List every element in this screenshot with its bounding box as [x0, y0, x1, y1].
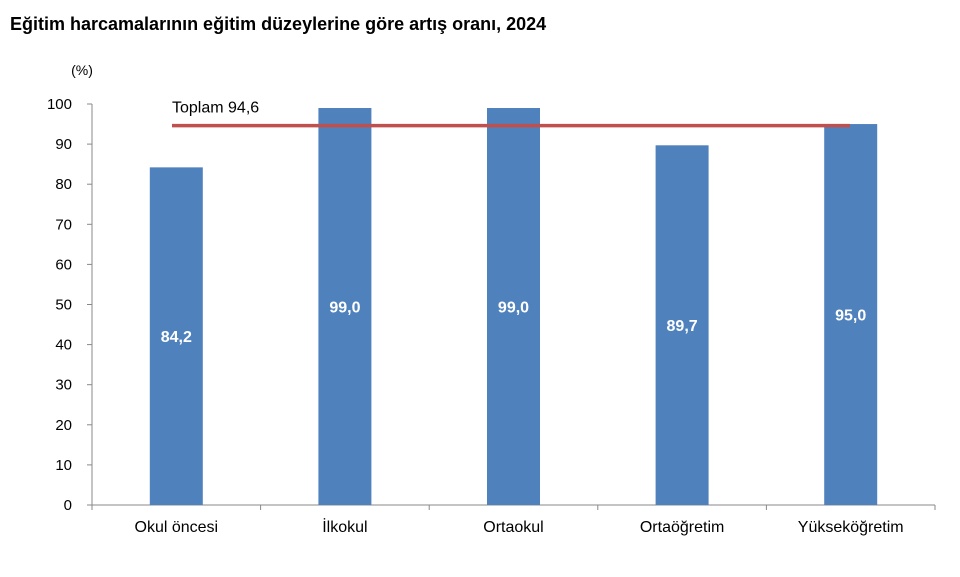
x-category-label: Ortaokul	[483, 519, 543, 536]
bar	[149, 167, 203, 505]
x-category-label: Yükseköğretim	[798, 519, 904, 536]
y-tick-label: 40	[55, 337, 72, 354]
bar-value-label: 89,7	[667, 318, 698, 335]
reference-line-label: Toplam 94,6	[172, 100, 259, 117]
y-tick-label: 0	[64, 497, 72, 514]
y-tick-label: 100	[47, 96, 72, 113]
y-tick-label: 60	[55, 256, 72, 273]
y-tick-label: 30	[55, 377, 72, 394]
y-tick-label: 80	[55, 176, 72, 193]
bar	[318, 108, 372, 505]
axes: (%) 0 10 20 30 40 50 60 70 80 90 100 Okul öncesi İlko…	[47, 62, 936, 536]
bar-value-label: 95,0	[835, 308, 866, 325]
y-tick-label: 20	[55, 417, 72, 434]
y-tick-label: 70	[55, 216, 72, 233]
x-category-label: İlkokul	[322, 517, 367, 536]
bar-value-label: 84,2	[161, 329, 192, 346]
x-category-label: Ortaöğretim	[640, 519, 724, 536]
bars: 84,2 99,0 99,0 89,7 95,0	[149, 108, 878, 506]
chart-title: Eğitim harcamalarının eğitim düzeylerine…	[10, 14, 547, 34]
bar	[824, 124, 878, 506]
bar-value-label: 99,0	[329, 300, 360, 317]
x-category-label: Okul öncesi	[135, 519, 219, 536]
bar	[655, 145, 709, 506]
y-tick-label: 10	[55, 457, 72, 474]
y-tick-label: 50	[55, 297, 72, 314]
y-axis-unit-label: (%)	[71, 62, 93, 78]
bar-value-label: 99,0	[498, 300, 529, 317]
bar	[487, 108, 540, 505]
reference-line-group: Toplam 94,6	[172, 100, 850, 128]
y-tick-label: 90	[55, 136, 72, 153]
